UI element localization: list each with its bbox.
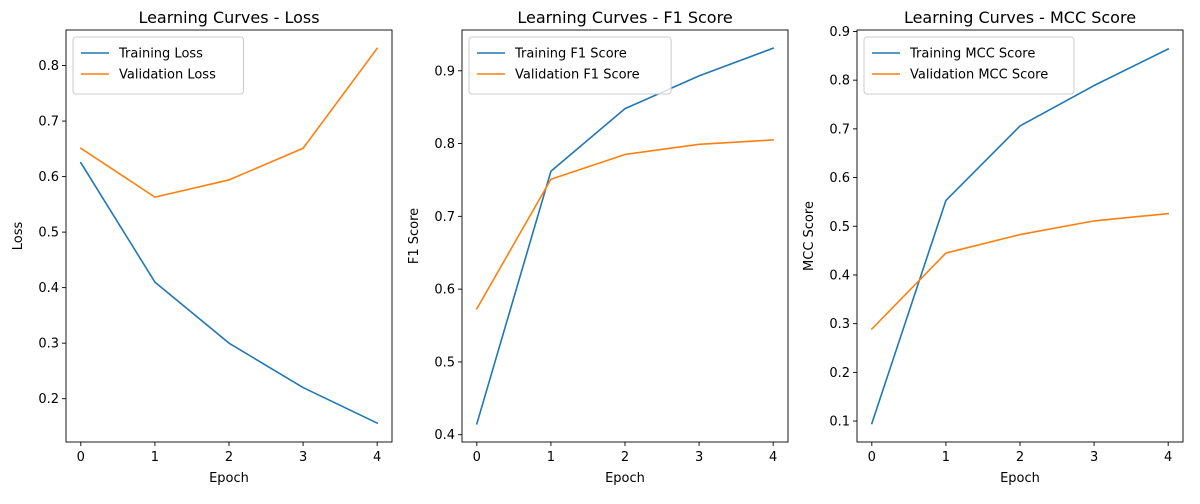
- f1-score-series-line-training-f1-score: [475, 47, 775, 425]
- loss-y-tick-label: 0.2: [38, 392, 59, 407]
- loss-x-axis-label: Epoch: [209, 471, 249, 486]
- loss-y-tick-label: 0.6: [38, 170, 59, 185]
- mcc-score-y-tick-label: 0.2: [829, 366, 850, 381]
- f1-score-legend-label-training-f1-score: Training F1 Score: [514, 47, 627, 62]
- f1-score-y-tick-label: 0.4: [434, 428, 455, 443]
- f1-score-legend-label-validation-f1-score: Validation F1 Score: [515, 68, 640, 83]
- mcc-score-y-tick-label: 0.4: [829, 268, 850, 283]
- mcc-score-x-tick-label: 2: [1016, 450, 1024, 465]
- mcc-score-x-tick-label: 1: [942, 450, 950, 465]
- chart-panel-mcc-score: 0 1 2 3 4 0.1 0.2 0.3 0.4 0.5 0.6 0.7 0.8 0.9 Learning…: [802, 8, 1184, 486]
- mcc-score-y-axis-label: MCC Score: [802, 201, 817, 271]
- mcc-score-legend-label-validation-mcc-score: Validation MCC Score: [910, 68, 1048, 83]
- f1-score-legend-box: [468, 36, 672, 95]
- mcc-score-x-tick-label: 3: [1090, 450, 1098, 465]
- f1-score-y-tick-label: 0.9: [434, 64, 455, 79]
- f1-score-x-tick-label: 3: [695, 450, 703, 465]
- loss-x-tick-label: 4: [373, 450, 381, 465]
- f1-score-y-axis-label: F1 Score: [407, 208, 422, 264]
- loss-series-line-validation-loss: [79, 47, 379, 198]
- mcc-score-y-tick-label: 0.8: [829, 74, 850, 89]
- loss-y-axis-label: Loss: [11, 222, 26, 251]
- loss-y-tick-label: 0.7: [38, 115, 59, 130]
- f1-score-y-tick-label: 0.8: [434, 137, 455, 152]
- loss-legend-box: [72, 36, 244, 95]
- loss-x-tick-label: 0: [77, 450, 85, 465]
- loss-x-tick-label: 2: [225, 450, 233, 465]
- mcc-score-legend-box: [863, 36, 1075, 95]
- chart-panel-loss: 0 1 2 3 4 0.2 0.3 0.4 0.5 0.6 0.7 0.8 Learning Curve…: [11, 8, 393, 486]
- mcc-score-y-tick-label: 0.1: [829, 415, 850, 430]
- mcc-score-y-tick-label: 0.5: [829, 220, 850, 235]
- mcc-score-x-tick-label: 4: [1164, 450, 1172, 465]
- mcc-score-y-tick-label: 0.3: [829, 317, 850, 332]
- loss-y-tick-label: 0.3: [38, 337, 59, 352]
- chart-panel-f1-score: 0 1 2 3 4 0.4 0.5 0.6 0.7 0.8 0.9 Learning Curves -…: [407, 8, 789, 486]
- mcc-score-y-tick-label: 0.7: [829, 122, 850, 137]
- f1-score-x-tick-label: 1: [547, 450, 555, 465]
- f1-score-x-tick-label: 2: [621, 450, 629, 465]
- loss-x-tick-label: 3: [299, 450, 307, 465]
- loss-series-line-training-loss: [79, 161, 379, 425]
- f1-score-series-line-validation-f1-score: [475, 139, 775, 310]
- loss-y-tick-label: 0.8: [38, 59, 59, 74]
- loss-y-tick-label: 0.5: [38, 226, 59, 241]
- f1-score-x-tick-label: 4: [769, 450, 777, 465]
- loss-y-tick-label: 0.4: [38, 281, 59, 296]
- loss-x-tick-label: 1: [151, 450, 159, 465]
- loss-chart-title: Learning Curves - Loss: [138, 8, 319, 27]
- f1-score-y-tick-label: 0.6: [434, 283, 455, 298]
- loss-legend-label-validation-loss: Validation Loss: [119, 68, 216, 83]
- loss-legend-label-training-loss: Training Loss: [118, 47, 203, 62]
- mcc-score-y-tick-label: 0.6: [829, 171, 850, 186]
- f1-score-y-tick-label: 0.7: [434, 210, 455, 225]
- f1-score-x-tick-label: 0: [473, 450, 481, 465]
- mcc-score-y-tick-label: 0.9: [829, 25, 850, 40]
- mcc-score-legend-label-training-mcc-score: Training MCC Score: [909, 47, 1035, 62]
- mcc-score-x-axis-label: Epoch: [1000, 471, 1040, 486]
- mcc-score-chart-title: Learning Curves - MCC Score: [904, 8, 1136, 27]
- mcc-score-series-line-validation-mcc-score: [870, 212, 1170, 331]
- mcc-score-series-line-training-mcc-score: [870, 47, 1170, 425]
- f1-score-chart-title: Learning Curves - F1 Score: [517, 8, 732, 27]
- mcc-score-x-tick-label: 0: [868, 450, 876, 465]
- f1-score-x-axis-label: Epoch: [605, 471, 645, 486]
- f1-score-y-tick-label: 0.5: [434, 355, 455, 370]
